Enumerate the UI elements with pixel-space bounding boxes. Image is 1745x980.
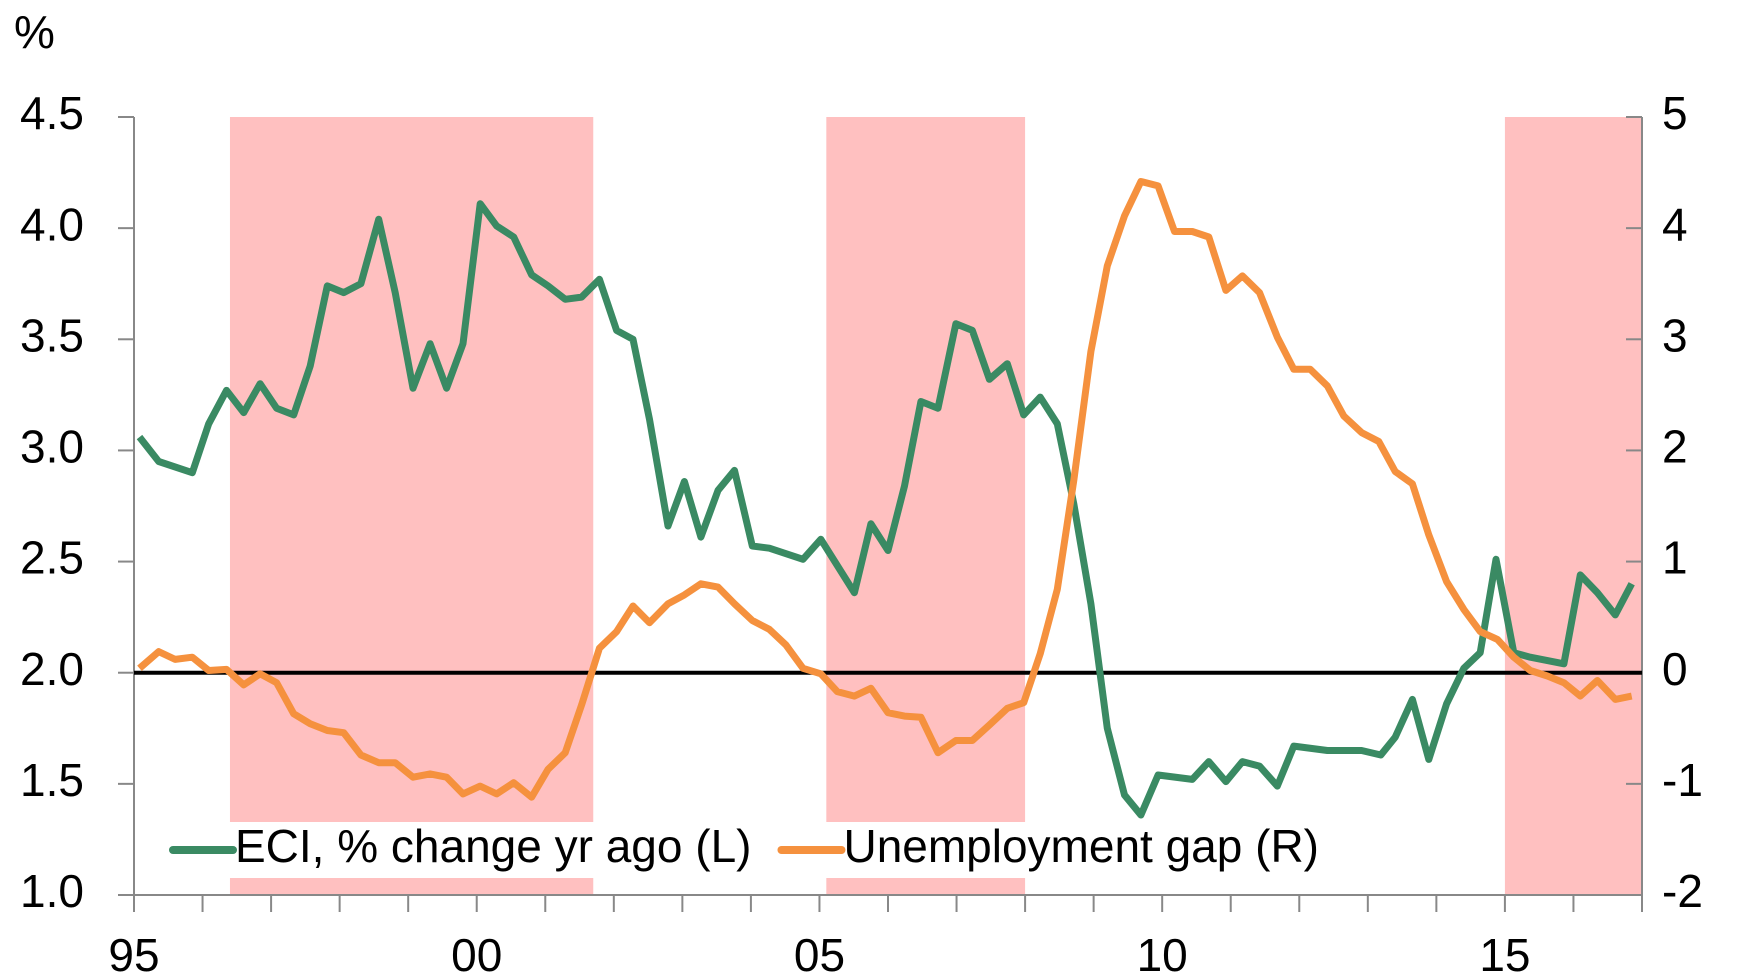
y2-tick-label: 1 [1662, 532, 1688, 584]
y-tick-label: 4.5 [20, 87, 84, 139]
x-tick-label: 15 [1479, 929, 1530, 980]
y2-tick-label: 3 [1662, 309, 1688, 361]
y-tick-label: 1.5 [20, 754, 84, 806]
x-tick-label: 00 [451, 929, 502, 980]
y-tick-label: 3.0 [20, 421, 84, 473]
shaded-period [826, 117, 1026, 895]
y2-tick-label: 5 [1662, 87, 1688, 139]
y-tick-label: 4.0 [20, 198, 84, 250]
y2-tick-label: 2 [1662, 421, 1688, 473]
legend-label: ECI, % change yr ago (L) [235, 820, 751, 872]
legend-label: Unemployment gap (R) [843, 820, 1319, 872]
y-tick-label: 2.0 [20, 643, 84, 695]
y-tick-label: 1.0 [20, 865, 84, 917]
x-tick-label: 95 [108, 929, 159, 980]
y-unit-label: % [14, 6, 55, 58]
x-tick-label: 10 [1137, 929, 1188, 980]
y2-tick-label: 0 [1662, 643, 1688, 695]
x-tick-label: 05 [794, 929, 845, 980]
y2-tick-label: -1 [1662, 754, 1703, 806]
y2-tick-label: -2 [1662, 865, 1703, 917]
y2-tick-label: 4 [1662, 198, 1688, 250]
series-line [136, 200, 1635, 819]
shaded-period [1504, 117, 1642, 895]
y-tick-label: 2.5 [20, 532, 84, 584]
y-tick-label: 3.5 [20, 309, 84, 361]
series-line [137, 178, 1633, 801]
shaded-period [229, 117, 594, 895]
